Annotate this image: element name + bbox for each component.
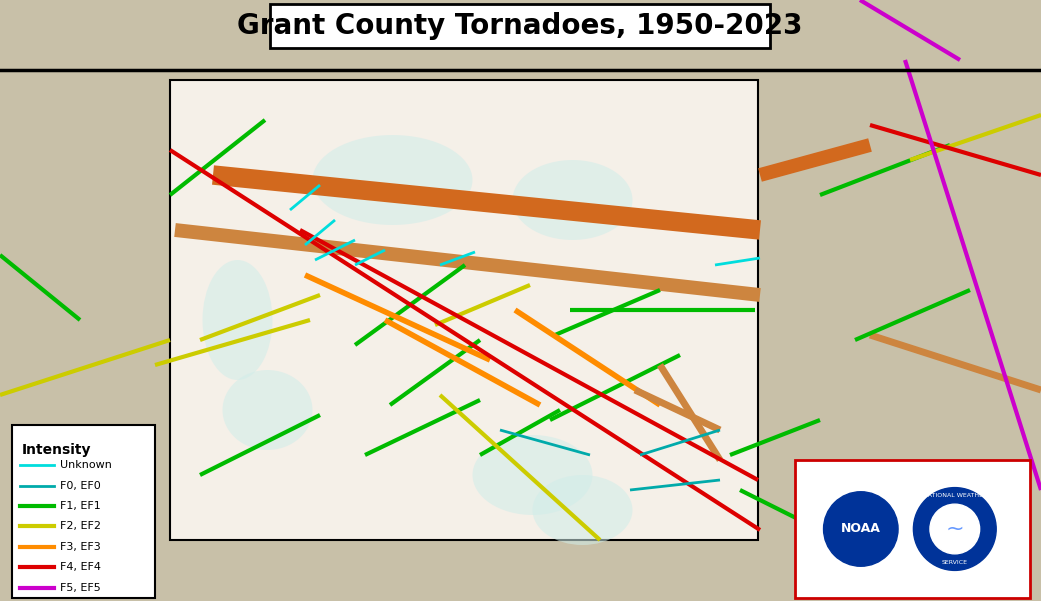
Text: SERVICE: SERVICE bbox=[942, 561, 968, 566]
Circle shape bbox=[823, 492, 898, 566]
Ellipse shape bbox=[203, 260, 273, 380]
Ellipse shape bbox=[223, 370, 312, 450]
Ellipse shape bbox=[473, 435, 592, 515]
Text: F5, EF5: F5, EF5 bbox=[60, 583, 101, 593]
Text: NATIONAL WEATHER: NATIONAL WEATHER bbox=[922, 493, 987, 498]
Text: Grant County Tornadoes, 1950-2023: Grant County Tornadoes, 1950-2023 bbox=[237, 12, 803, 40]
Text: F2, EF2: F2, EF2 bbox=[60, 522, 101, 531]
Ellipse shape bbox=[312, 135, 473, 225]
Text: NOAA: NOAA bbox=[841, 522, 881, 535]
Bar bbox=[795, 460, 1030, 598]
Text: ~: ~ bbox=[945, 519, 964, 539]
Text: F4, EF4: F4, EF4 bbox=[60, 563, 101, 572]
Text: F3, EF3: F3, EF3 bbox=[60, 542, 101, 552]
Text: F0, EF0: F0, EF0 bbox=[60, 481, 101, 490]
Text: F1, EF1: F1, EF1 bbox=[60, 501, 101, 511]
Bar bbox=[12, 425, 155, 598]
Text: Unknown: Unknown bbox=[60, 460, 111, 470]
Bar bbox=[270, 4, 770, 48]
Bar bbox=[170, 80, 758, 540]
Ellipse shape bbox=[533, 475, 633, 545]
Circle shape bbox=[930, 504, 980, 554]
Ellipse shape bbox=[512, 160, 633, 240]
Text: Intensity: Intensity bbox=[22, 443, 92, 457]
Circle shape bbox=[913, 487, 996, 570]
